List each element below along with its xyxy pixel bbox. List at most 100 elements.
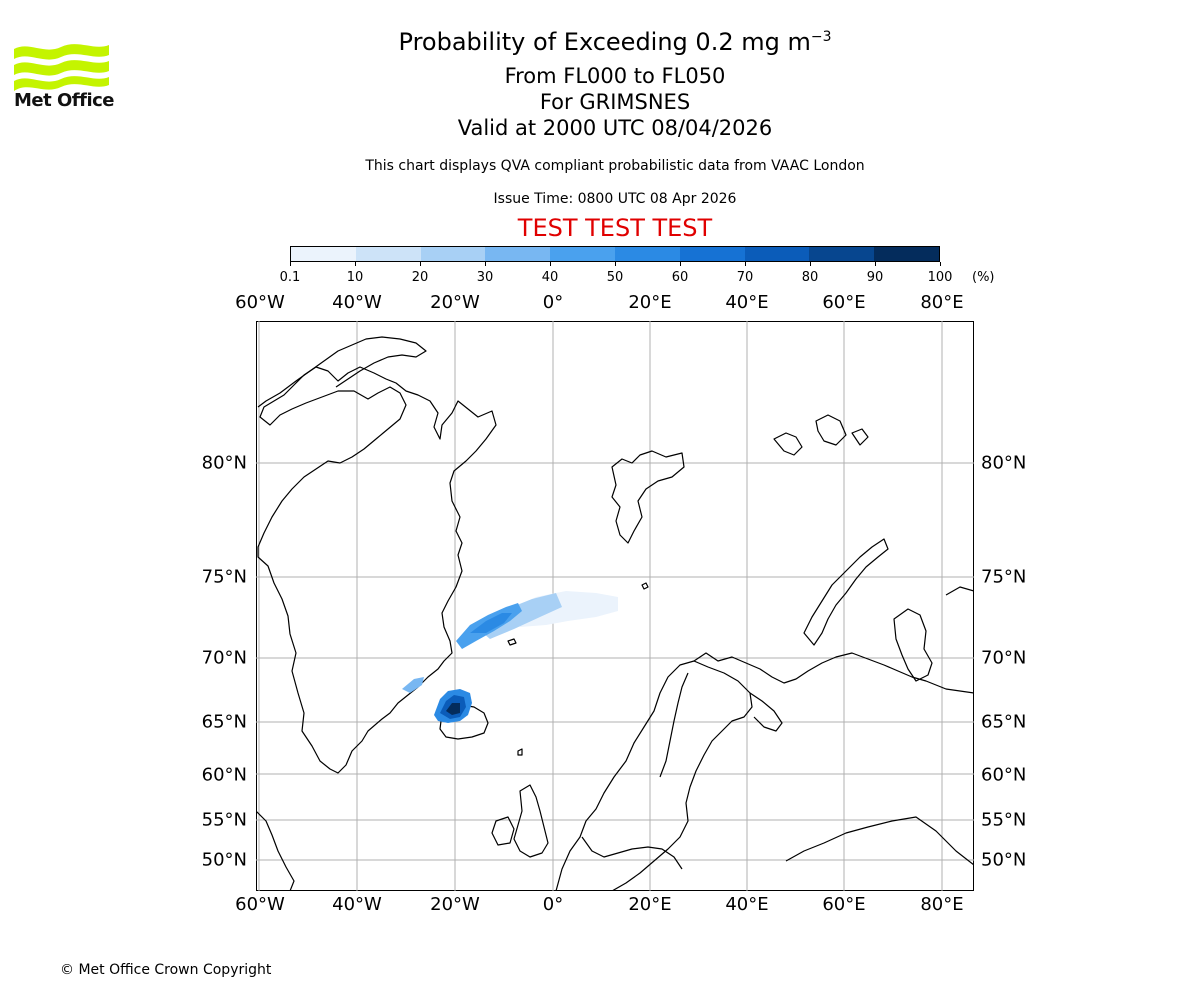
yamal-coast [893, 608, 933, 682]
latitude-label: 50°N [981, 849, 1027, 871]
colorbar-tick-mark [485, 262, 486, 266]
colorbar-tick-label: 20 [411, 270, 429, 285]
longitude-label: 80°E [920, 292, 964, 313]
colorbar-tick-label: 60 [671, 270, 689, 285]
logo-text: Met Office [14, 90, 115, 111]
copyright-notice: © Met Office Crown Copyright [60, 962, 272, 978]
probability-colorbar [290, 246, 940, 262]
latitude-label: 75°N [981, 566, 1027, 588]
issue-time: Issue Time: 0800 UTC 08 Apr 2026 [493, 191, 737, 207]
longitude-label: 60°E [822, 292, 866, 313]
ireland-coast [491, 816, 515, 846]
latitude-label: 55°N [981, 809, 1027, 831]
colorbar-tick-mark [875, 262, 876, 266]
colorbar-tick-label: 70 [736, 270, 754, 285]
latitude-label: 65°N [981, 711, 1027, 733]
latitude-label: 80°N [981, 452, 1027, 474]
colorbar-segment-7 [679, 247, 745, 261]
colorbar-segment-6 [614, 247, 680, 261]
jan-mayen-coast [507, 638, 517, 646]
greenland-north-coast [257, 336, 427, 408]
white-sea-coast [749, 692, 783, 732]
longitude-label: 0° [542, 894, 564, 915]
graticule [256, 321, 974, 891]
svalbard-coast [611, 450, 685, 544]
colorbar-tick-label: 0.1 [279, 270, 301, 285]
bear-island-coast [641, 582, 649, 590]
colorbar-tick-mark [615, 262, 616, 266]
longitude-label: 60°W [235, 894, 285, 915]
greenland-coast [257, 366, 497, 774]
russia-arctic-coast [693, 652, 974, 694]
uk-coast [513, 784, 549, 858]
colorbar-segment-9 [809, 247, 875, 261]
chart-title: Probability of Exceeding 0.2 mg m−3 [398, 28, 832, 56]
latitude-label: 80°N [201, 452, 247, 474]
data-description: This chart displays QVA compliant probab… [365, 158, 865, 174]
colorbar-segment-10 [874, 247, 939, 261]
colorbar-tick-label: 50 [606, 270, 624, 285]
longitude-label: 60°E [822, 894, 866, 915]
faroe-coast [517, 748, 523, 756]
flight-level-range: From FL000 to FL050 [504, 64, 726, 88]
coastlines [256, 336, 974, 891]
colorbar-segment-3 [420, 247, 486, 261]
plume-region [402, 677, 424, 693]
colorbar-segment-2 [355, 247, 421, 261]
colorbar-tick-mark [745, 262, 746, 266]
scandinavia-coast [555, 660, 753, 891]
latitude-label: 70°N [201, 647, 247, 669]
colorbar-tick-mark [550, 262, 551, 266]
plume-region [446, 703, 460, 715]
latitude-label: 70°N [981, 647, 1027, 669]
colorbar-tick-mark [680, 262, 681, 266]
longitude-label: 20°E [628, 292, 672, 313]
colorbar-tick-label: 10 [346, 270, 364, 285]
met-office-logo-waves-icon [14, 44, 109, 91]
colorbar-segment-1 [291, 247, 356, 261]
latitude-label: 50°N [201, 849, 247, 871]
longitude-label: 80°E [920, 894, 964, 915]
canada-coast [256, 810, 295, 891]
volcano-name: For GRIMSNES [539, 90, 691, 114]
colorbar-tick-mark [355, 262, 356, 266]
colorbar-segment-8 [744, 247, 810, 261]
test-banner: TEST TEST TEST [517, 214, 713, 242]
novaya-zemlya-coast [803, 538, 889, 646]
latitude-label: 60°N [981, 764, 1027, 786]
colorbar-tick-mark [940, 262, 941, 266]
latitude-label: 60°N [201, 764, 247, 786]
ash-concentration-plume [402, 591, 618, 723]
longitude-label: 60°W [235, 292, 285, 313]
colorbar-tick-mark [810, 262, 811, 266]
valid-time: Valid at 2000 UTC 08/04/2026 [457, 116, 773, 140]
latitude-label: 75°N [201, 566, 247, 588]
longitude-label: 40°E [725, 894, 769, 915]
colorbar-segment-4 [485, 247, 551, 261]
taymyr-coast [945, 586, 974, 596]
colorbar-unit: (%) [972, 270, 995, 285]
map-panel [256, 321, 974, 891]
longitude-label: 40°W [332, 292, 382, 313]
colorbar-tick-label: 80 [801, 270, 819, 285]
colorbar-tick-label: 30 [476, 270, 494, 285]
franz-josef-land-coast [773, 414, 869, 456]
plume-region [470, 613, 512, 633]
longitude-label: 20°E [628, 894, 672, 915]
colorbar-tick-label: 100 [927, 270, 953, 285]
longitude-label: 40°W [332, 894, 382, 915]
longitude-label: 20°W [430, 292, 480, 313]
longitude-label: 20°W [430, 894, 480, 915]
colorbar-tick-mark [290, 262, 291, 266]
southern-russia-coast [785, 816, 974, 866]
colorbar-tick-mark [420, 262, 421, 266]
colorbar-tick-label: 90 [866, 270, 884, 285]
latitude-label: 65°N [201, 711, 247, 733]
latitude-label: 55°N [201, 809, 247, 831]
north-europe-coast [581, 836, 683, 870]
longitude-label: 40°E [725, 292, 769, 313]
scandinavia-inner [659, 672, 689, 778]
colorbar-tick-label: 40 [541, 270, 559, 285]
longitude-label: 0° [542, 292, 564, 313]
colorbar-segment-5 [550, 247, 615, 261]
